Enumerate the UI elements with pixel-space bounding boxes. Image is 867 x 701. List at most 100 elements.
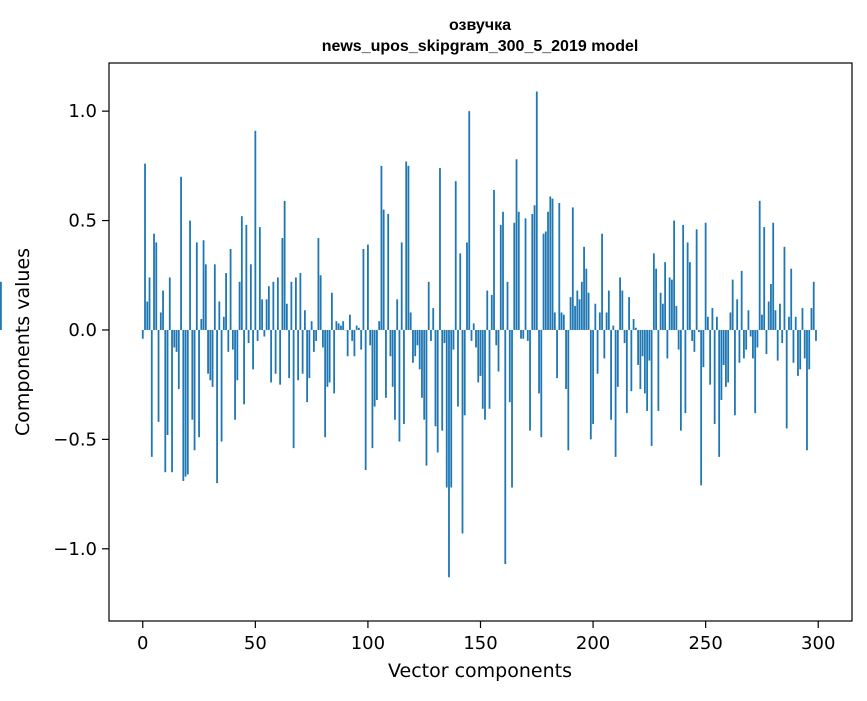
bar-component-174: [534, 205, 536, 330]
bar-component-225: [648, 330, 650, 361]
bar-component-172: [529, 330, 531, 431]
bar-component-276: [763, 227, 765, 330]
bar-component-157: [495, 330, 497, 345]
bar-component-77: [315, 330, 317, 341]
bar-component-150: [480, 330, 482, 376]
bar-component-180: [547, 212, 549, 330]
bar-component-86: [336, 321, 338, 330]
bar-component-161: [504, 330, 506, 564]
bar-component-131: [437, 330, 439, 453]
bar-component-226: [651, 330, 653, 446]
bar-component-97: [360, 330, 362, 350]
bar-component-154: [489, 330, 491, 409]
bar-component-241: [684, 330, 686, 413]
bar-component-14: [173, 330, 175, 348]
bar-component-47: [248, 330, 250, 343]
bar-component-299: [815, 330, 817, 341]
bar-component-206: [606, 312, 608, 330]
bar-component-9: [162, 291, 164, 330]
bar-component-135: [446, 330, 448, 488]
bar-component-199: [590, 330, 592, 439]
bar-component-127: [428, 282, 430, 330]
bar-component-100: [367, 245, 369, 330]
bar-component-36: [223, 317, 225, 330]
bar-component-218: [633, 319, 635, 330]
bar-component-278: [768, 302, 770, 330]
bar-component-216: [628, 297, 630, 330]
bar-component-291: [797, 330, 799, 376]
bar-component-45: [243, 330, 245, 404]
bar-component-242: [687, 242, 689, 330]
bar-component-233: [666, 330, 668, 358]
bar-component-98: [363, 249, 365, 330]
bar-component-49: [252, 330, 254, 369]
bar-component-152: [484, 330, 486, 420]
x-tick-label: 100: [351, 633, 385, 654]
bar-component-207: [608, 291, 610, 330]
bar-component-203: [599, 312, 601, 330]
bar-component-117: [405, 161, 407, 329]
bar-component-7: [158, 330, 160, 422]
bar-component-286: [786, 330, 788, 428]
bar-component-17: [180, 177, 182, 330]
bar-component-280: [772, 223, 774, 330]
bar-component-181: [549, 196, 551, 329]
bar-component-34: [218, 302, 220, 330]
bar-component-197: [585, 269, 587, 330]
bar-component-16: [178, 330, 180, 389]
bar-component-284: [781, 330, 783, 343]
bar-component-244: [691, 330, 693, 341]
x-tick-label: 300: [801, 633, 835, 654]
bar-component-239: [680, 330, 682, 431]
bar-component-57: [270, 330, 272, 383]
bar-component-56: [268, 286, 270, 330]
bar-component-83: [329, 330, 331, 383]
bar-component-288: [790, 269, 792, 330]
bar-component-211: [617, 330, 619, 387]
x-tick-label: 250: [688, 633, 722, 654]
bar-component-0: [142, 330, 144, 339]
bar-component-110: [390, 330, 392, 356]
bar-component-186: [561, 312, 563, 330]
bar-component-141: [459, 253, 461, 330]
bar-component-249: [703, 330, 705, 367]
chart-title-line-1: озвучка: [449, 17, 511, 34]
bar-component-54: [263, 330, 265, 337]
bar-component-106: [381, 166, 383, 330]
bar-component-184: [556, 330, 558, 378]
bar-component-88: [340, 326, 342, 330]
bar-component-183: [554, 312, 556, 330]
bar-component-164: [511, 330, 513, 488]
bar-component-228: [655, 269, 657, 330]
bar-component-230: [660, 293, 662, 330]
bar-component-145: [468, 111, 470, 330]
bar-component-160: [502, 212, 504, 330]
bar-component-166: [516, 159, 518, 330]
bar-component-257: [721, 330, 723, 400]
x-axis-label: Vector components: [388, 660, 572, 682]
bar-component-162: [507, 282, 509, 330]
bar-component-297: [811, 308, 813, 330]
bar-component-190: [570, 297, 572, 330]
bar-component-153: [486, 291, 488, 330]
bar-component-273: [757, 330, 759, 348]
bar-component-182: [552, 199, 554, 330]
bar-component-293: [802, 308, 804, 330]
bar-component-46: [245, 225, 247, 330]
bar-component-12: [169, 277, 171, 330]
x-tick-label: 200: [576, 633, 610, 654]
bar-component-138: [453, 330, 455, 350]
bar-component-271: [752, 330, 754, 358]
bar-component-92: [349, 315, 351, 330]
bar-component-126: [426, 330, 428, 466]
bar-component-194: [579, 299, 581, 330]
bar-component-74: [308, 330, 310, 378]
bar-component-187: [563, 315, 565, 330]
bar-component-68: [295, 277, 297, 330]
bar-component-245: [693, 330, 695, 352]
bar-component-93: [351, 330, 353, 341]
bar-component-147: [473, 323, 475, 330]
bar-component-13: [171, 330, 173, 472]
bar-component-10: [164, 330, 166, 472]
